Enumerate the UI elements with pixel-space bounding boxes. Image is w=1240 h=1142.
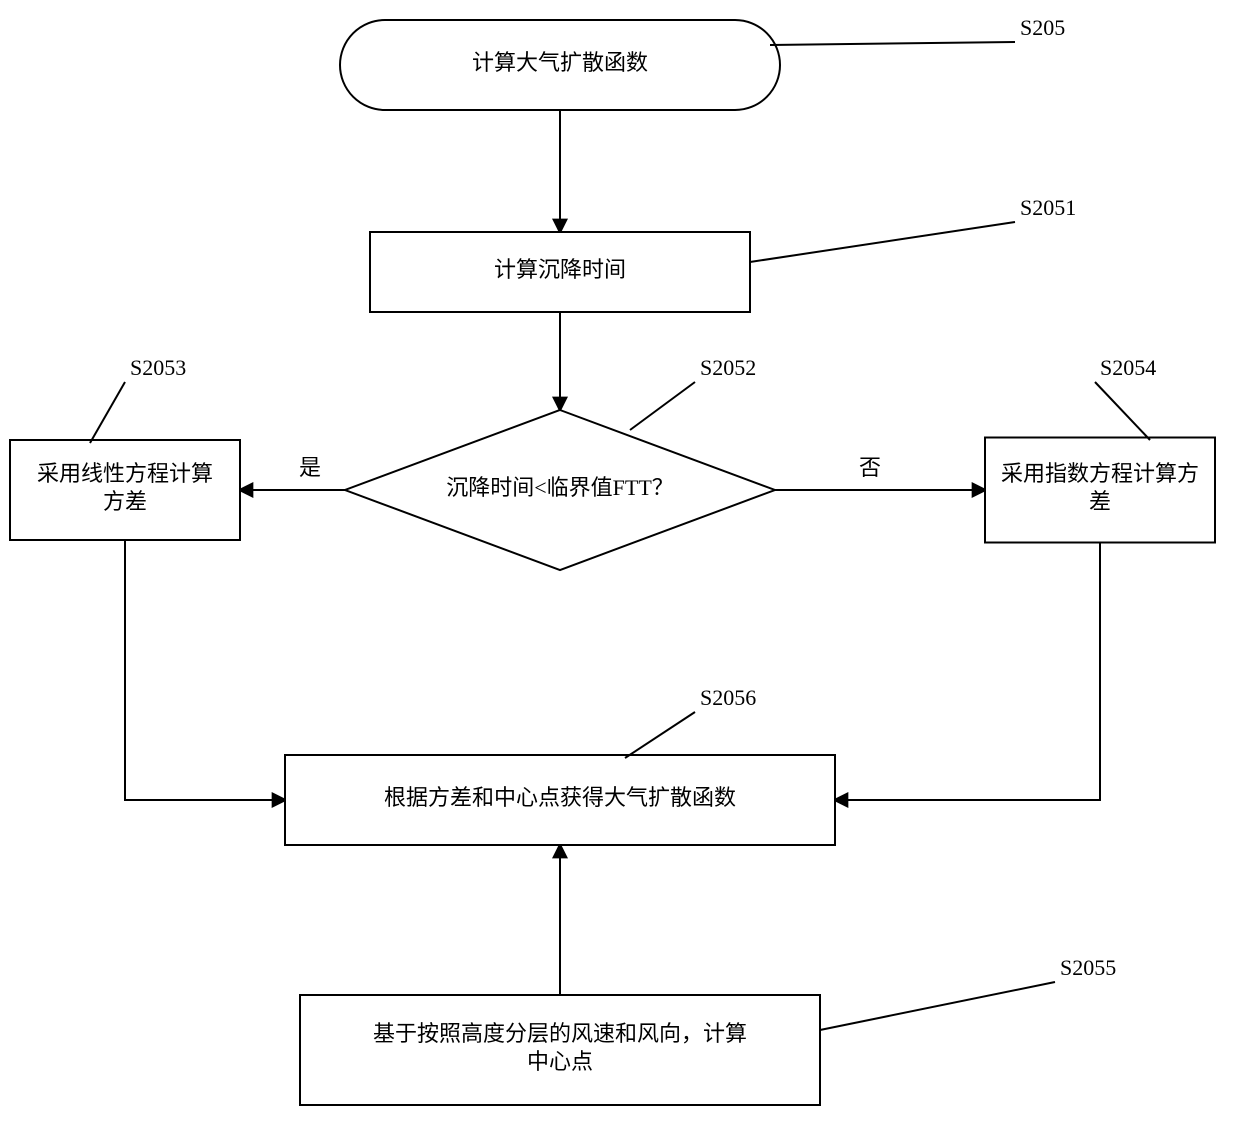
flowchart-canvas: 是 否 计算大气扩散函数 S205 计算沉降时间 S2051 沉降时间<临界值FTT？ S20… <box>0 0 1240 1142</box>
label-S2055: S2055 <box>1060 955 1116 980</box>
svg-text:差: 差 <box>1089 489 1111 514</box>
label-S2052: S2052 <box>700 355 756 380</box>
svg-text:中心点: 中心点 <box>527 1049 593 1074</box>
leader-S2054 <box>1095 382 1150 440</box>
svg-text:计算大气扩散函数: 计算大气扩散函数 <box>472 50 648 75</box>
svg-text:计算沉降时间: 计算沉降时间 <box>494 257 626 282</box>
svg-text:根据方差和中心点获得大气扩散函数: 根据方差和中心点获得大气扩散函数 <box>384 785 736 810</box>
edge-S2054-S2056 <box>835 542 1100 800</box>
leader-S2051 <box>750 222 1015 262</box>
edge-label-S2052-S2053: 是 <box>299 455 321 480</box>
label-S2051: S2051 <box>1020 195 1076 220</box>
svg-text:沉降时间<临界值FTT？: 沉降时间<临界值FTT？ <box>446 475 674 500</box>
svg-text:基于按照高度分层的风速和风向，计算: 基于按照高度分层的风速和风向，计算 <box>373 1021 747 1046</box>
svg-text:采用指数方程计算方: 采用指数方程计算方 <box>1001 461 1199 486</box>
edge-S2053-S2056 <box>125 540 285 800</box>
leader-S2056 <box>625 712 695 758</box>
leader-S2055 <box>820 982 1055 1030</box>
leader-S2052 <box>630 382 695 430</box>
leader-S205 <box>770 42 1015 45</box>
leader-S2053 <box>90 382 125 443</box>
svg-text:方差: 方差 <box>103 489 147 514</box>
edge-label-S2052-S2054: 否 <box>859 455 881 480</box>
label-S2054: S2054 <box>1100 355 1156 380</box>
label-S205: S205 <box>1020 15 1065 40</box>
label-S2056: S2056 <box>700 685 756 710</box>
label-S2053: S2053 <box>130 355 186 380</box>
svg-text:采用线性方程计算: 采用线性方程计算 <box>37 461 213 486</box>
